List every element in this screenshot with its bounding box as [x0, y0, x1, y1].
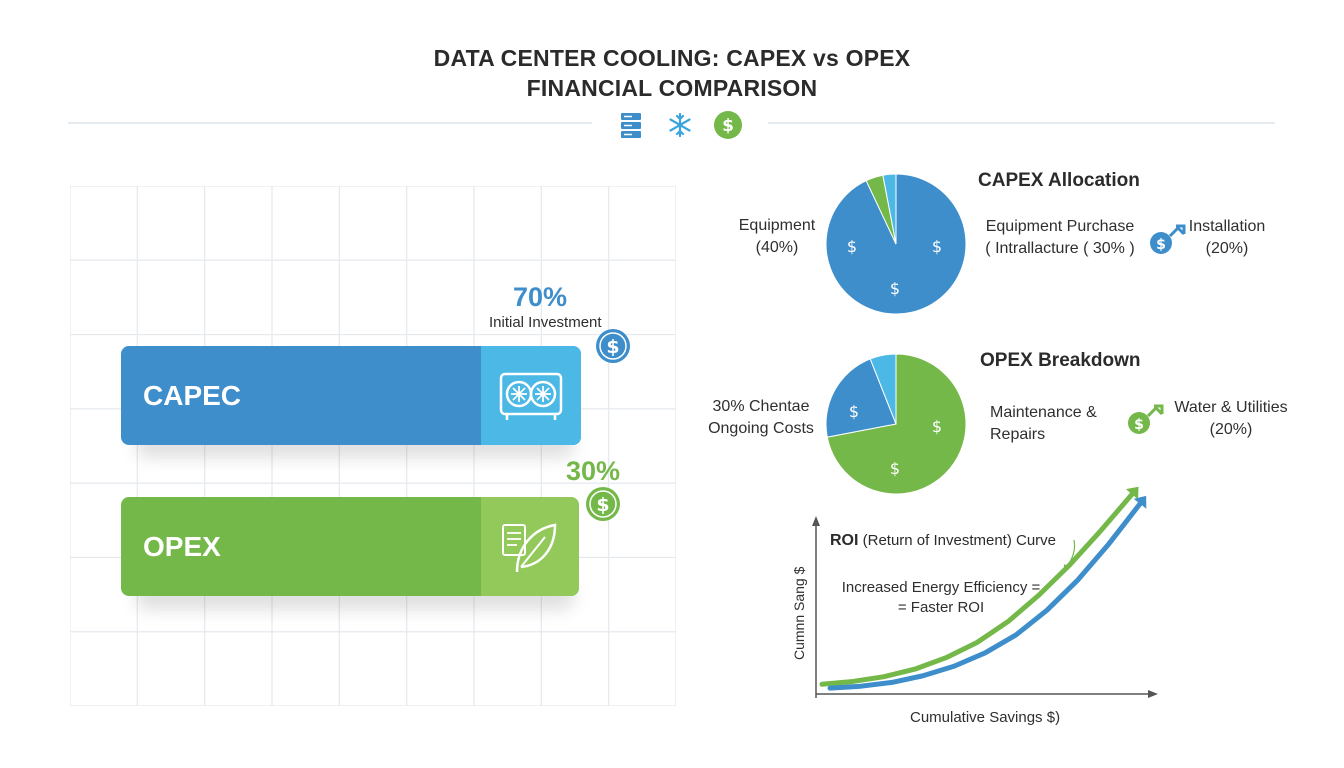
opex-label-left-line2: Ongoing Costs [708, 420, 814, 438]
svg-text:$: $ [606, 336, 619, 358]
capex-label-middle-line1: Equipment Purchase [985, 218, 1135, 235]
opex-label-middle: Maintenance & Repairs [990, 402, 1110, 447]
opex-label-middle-line2: Repairs [990, 426, 1046, 444]
capex-bar-label: CAPEC [143, 379, 242, 411]
capex-label-middle-line2: ( Intrallacture ( 30% ) [985, 240, 1135, 258]
svg-text:$: $ [596, 494, 609, 516]
opex-label-left: 30% Chentae Ongoing Costs [698, 396, 824, 441]
cooling-fan-unit-icon [499, 372, 563, 420]
dollar-coin-icon: $ [714, 111, 742, 139]
opex-percent-label: 30% [566, 456, 621, 486]
capex-label-middle: Equipment Purchase ( Intrallacture ( 30%… [980, 216, 1140, 261]
roi-title-bold: ROI [830, 532, 859, 549]
opex-pie-slice [869, 353, 897, 425]
roi-title: ROI (Return of Investment) Curve [830, 532, 1056, 550]
capex-label-right-line2: (20%) [1205, 240, 1249, 258]
opex-dollar-coin-icon: $ [586, 487, 620, 521]
opex-pie-title: OPEX Breakdown [980, 350, 1141, 371]
dollar-icon: $ [849, 402, 859, 421]
document-leaf-icon [502, 523, 557, 573]
capex-pie-chart: $ $ $ [825, 173, 967, 315]
capex-dollar-coin-icon: $ [596, 329, 630, 363]
initial-investment-label: Initial Investment [489, 314, 602, 331]
roi-annotation: Increased Energy Efficiency = = Faster R… [832, 578, 1050, 619]
opex-label-right: Water & Utilities (20%) [1170, 397, 1292, 442]
snowflake-icon [669, 112, 691, 138]
capex-label-left-line1: Equipment [738, 217, 816, 234]
roi-annotation-pointer [1065, 539, 1076, 569]
roi-line-chart [812, 486, 1158, 698]
capex-pie-slice [882, 173, 897, 245]
svg-text:$: $ [1134, 417, 1144, 433]
capex-percent-label: 70% [513, 282, 568, 312]
opex-pie-slice [826, 353, 967, 495]
dollar-icon: $ [847, 237, 857, 256]
opex-pie-chart: $ $ $ [825, 353, 967, 495]
roi-series-arrowhead [1133, 495, 1147, 509]
opex-label-left-line1: 30% Chentae [712, 398, 810, 415]
capex-label-right: Installation (20%) [1186, 216, 1268, 261]
dollar-icon: $ [890, 459, 900, 478]
roi-title-rest: (Return of Investment) Curve [858, 532, 1057, 549]
capex-tile [481, 346, 581, 445]
page-title-line1: DATA CENTER COOLING: CAPEX vs OPEX [433, 45, 911, 71]
capex-pie-title: CAPEX Allocation [978, 170, 1140, 191]
roi-annotation-pointer-head [1064, 564, 1070, 572]
dollar-icon: $ [890, 279, 900, 298]
capex-label-left: Equipment (40%) [722, 215, 832, 260]
capex-label-right-line1: Installation [1188, 218, 1266, 235]
opex-bar-label: OPEX [143, 530, 221, 562]
roi-annotation-line2: = Faster ROI [897, 599, 985, 617]
opex-tile [481, 497, 579, 596]
svg-text:$: $ [1156, 237, 1166, 253]
svg-text:$: $ [722, 116, 734, 136]
opex-pie-slice [825, 358, 897, 438]
roi-x-axis-arrow [1148, 690, 1158, 698]
opex-label-middle-line1: Maintenance & [990, 404, 1097, 421]
roi-y-axis-label: Cumnn Sang $ [791, 566, 807, 660]
opex-coin-arrow-icon: $ [1128, 404, 1164, 434]
roi-annotation-line1: Increased Energy Efficiency = [841, 579, 1041, 596]
roi-series-line [827, 501, 1143, 691]
capex-coin-arrow-icon: $ [1150, 224, 1186, 254]
opex-label-right-line2: (20%) [1209, 421, 1253, 439]
opex-label-right-line1: Water & Utilities [1174, 399, 1288, 416]
title-divider-left [68, 122, 592, 124]
roi-series-arrowhead [1125, 486, 1139, 500]
roi-x-axis-label: Cumulative Savings $) [910, 709, 1061, 726]
page-title-line2: FINANCIAL COMPARISON [526, 75, 818, 101]
roi-y-axis-arrow [812, 516, 820, 526]
capex-label-left-line2: (40%) [755, 239, 799, 257]
server-icon [621, 113, 641, 138]
dollar-icon: $ [932, 237, 942, 256]
roi-series-line [819, 491, 1135, 687]
dollar-icon: $ [932, 417, 942, 436]
title-divider-right [768, 122, 1275, 124]
